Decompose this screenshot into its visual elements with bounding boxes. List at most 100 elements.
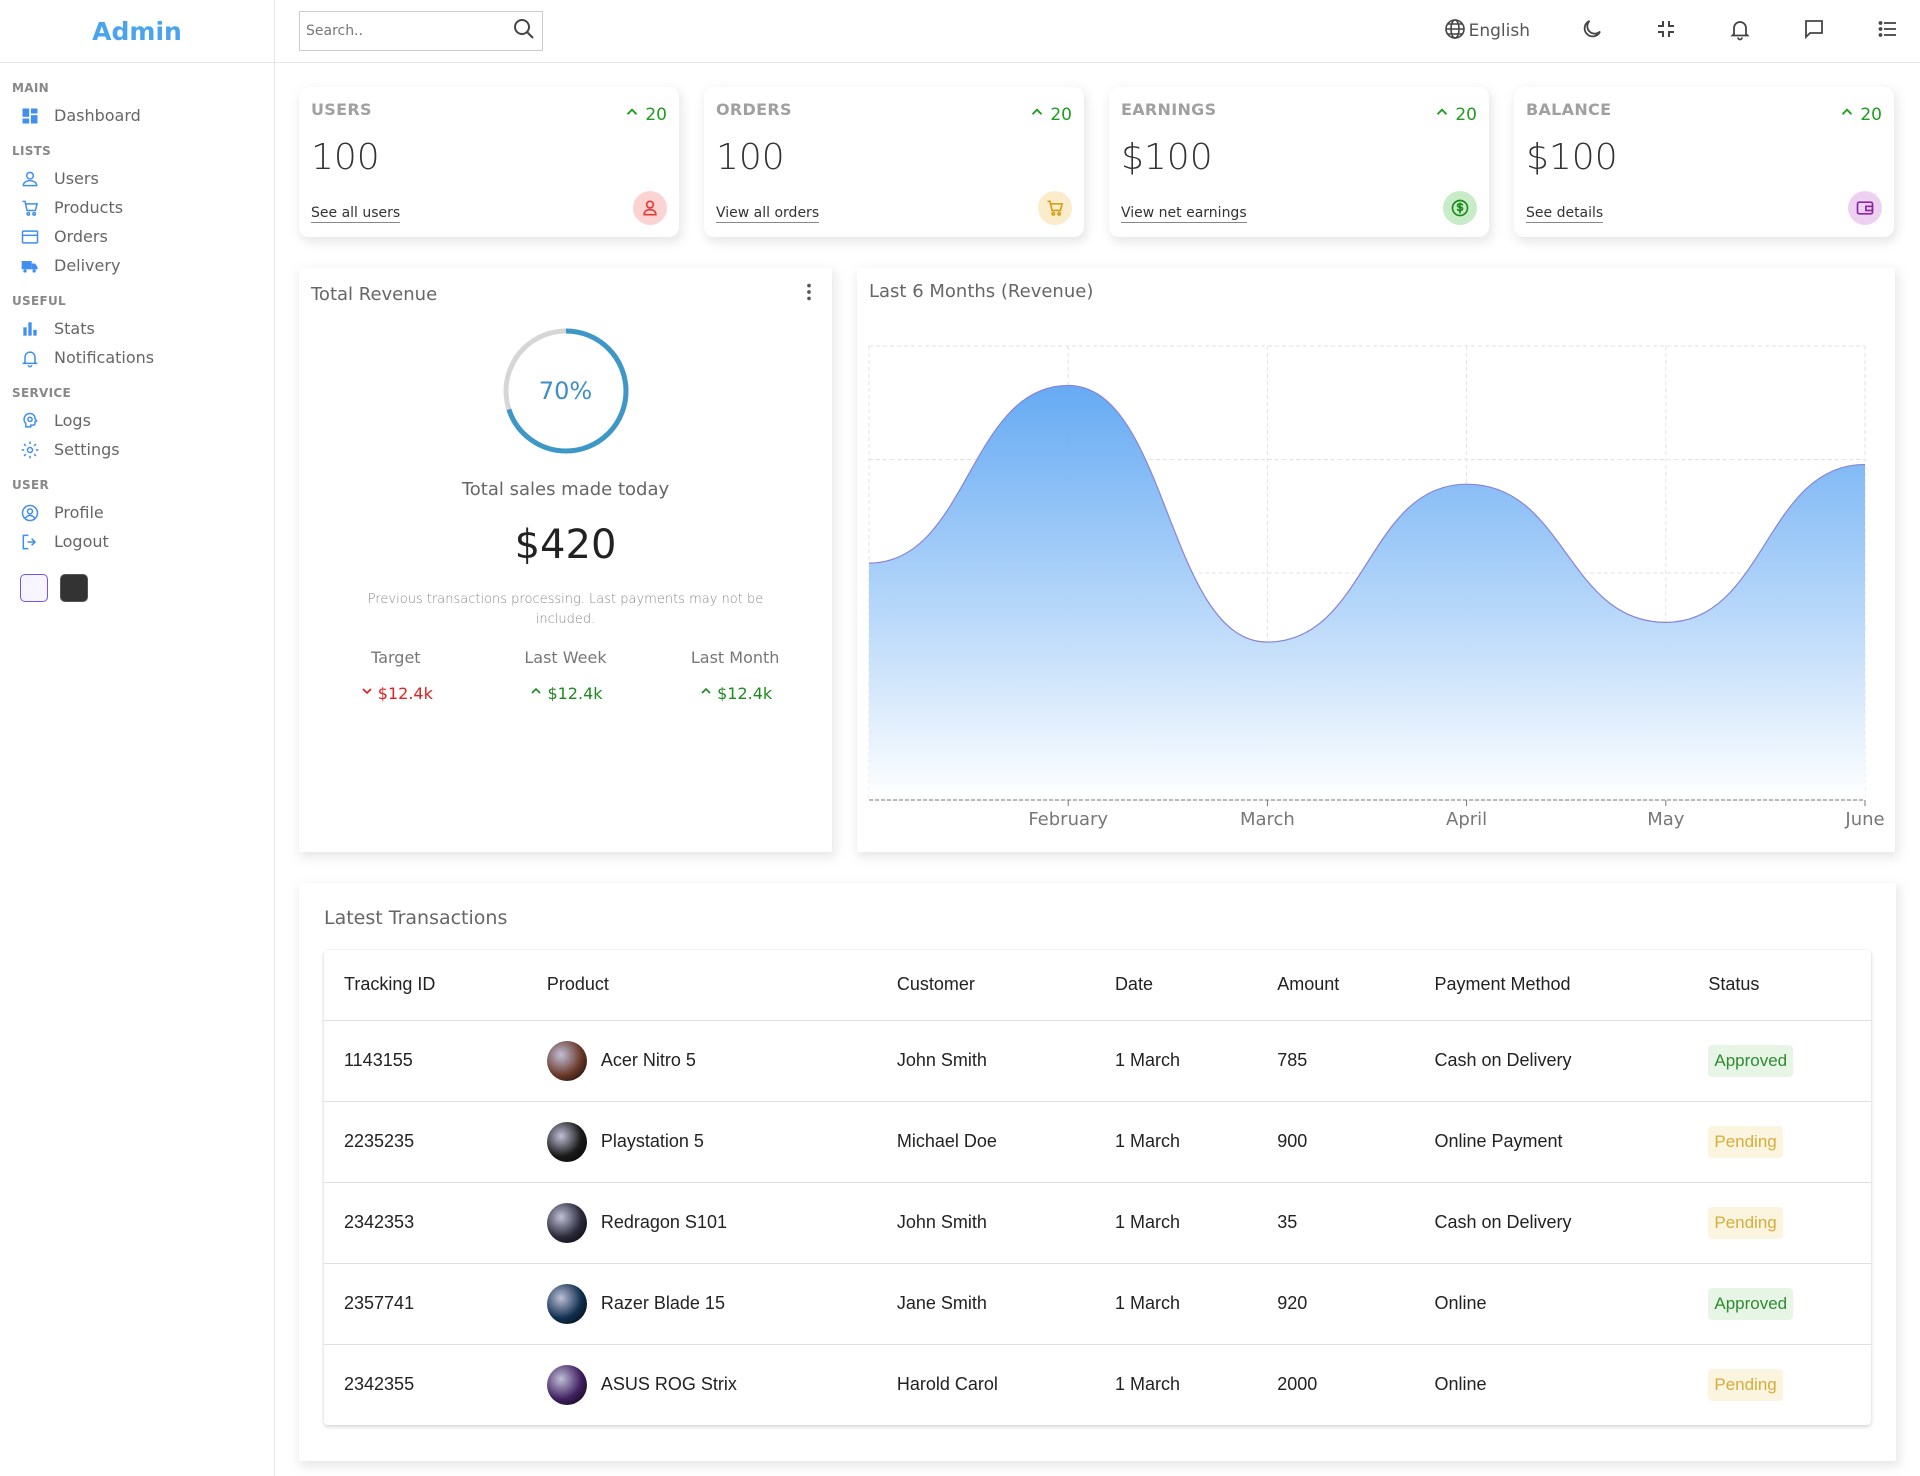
product-thumbnail (546, 1202, 587, 1243)
dark-theme-swatch[interactable] (60, 574, 88, 602)
fullscreen-exit-icon (1654, 17, 1678, 46)
widget-count: 100 (311, 137, 380, 178)
cell-date: 1 March (1094, 1182, 1258, 1264)
widget-link[interactable]: View net earnings (1121, 205, 1247, 223)
cell-customer: John Smith (876, 1020, 1095, 1102)
sidebar-item-users[interactable]: Users (12, 164, 274, 193)
product-name: Razer Blade 15 (600, 1293, 725, 1313)
cell-amount: 35 (1257, 1182, 1415, 1264)
table-row[interactable]: 1143155 Acer Nitro 5 John Smith 1 March … (324, 1020, 1871, 1102)
moon-icon (1580, 17, 1604, 46)
chevron-up-icon (623, 103, 645, 126)
search-icon[interactable] (512, 17, 536, 45)
search-input[interactable] (306, 23, 512, 39)
widget-pct-value: 20 (1860, 104, 1882, 125)
featured-amount: $420 (514, 522, 617, 568)
fullscreen-exit-button[interactable] (1654, 17, 1678, 46)
card-icon (20, 227, 40, 247)
cell-date: 1 March (1114, 1374, 1180, 1395)
widget-balance: BALANCE $100 See details 20 (1514, 87, 1894, 237)
settings-icon (20, 440, 40, 460)
chevron-up-icon (1433, 103, 1455, 126)
product-thumbnail (546, 1121, 587, 1162)
widget-users: USERS 100 See all users 20 (299, 87, 679, 237)
list-menu-button[interactable] (1876, 17, 1900, 46)
table-row[interactable]: 2342353 Redragon S101 John Smith 1 March… (324, 1182, 1871, 1264)
section-title-lists: LISTS (12, 144, 52, 158)
bar-chart-icon (20, 319, 40, 339)
chevron-up-icon (1028, 103, 1050, 126)
sidebar-item-label: Delivery (54, 256, 121, 275)
cell-amount: 920 (1257, 1263, 1415, 1345)
notifications-button[interactable] (1728, 17, 1752, 46)
dashboard-icon (20, 106, 40, 126)
sidebar-item-notifications[interactable]: Notifications (12, 343, 274, 372)
sidebar-item-products[interactable]: Products (12, 193, 274, 222)
column-header-amount[interactable]: Amount (1257, 950, 1415, 1021)
table-header-row: Tracking ID Product Customer Date Amount Paym… (324, 950, 1871, 1021)
widgets-row: USERS 100 See all users 20 ORDERS 100 Vi… (299, 87, 1896, 237)
widget-title: EARNINGS (1121, 100, 1217, 119)
widget-title: ORDERS (716, 100, 792, 119)
widget-orders: ORDERS 100 View all orders 20 (704, 87, 1084, 237)
messages-button[interactable] (1802, 17, 1826, 46)
theme-swatches (20, 574, 274, 602)
cell-date: 1 March (1094, 1101, 1258, 1183)
sidebar-item-settings[interactable]: Settings (12, 435, 274, 464)
light-theme-swatch[interactable] (20, 574, 48, 602)
sidebar-item-profile[interactable]: Profile (12, 498, 274, 527)
column-header-product[interactable]: Product (526, 950, 877, 1021)
more-vert-icon[interactable] (798, 281, 820, 307)
sidebar-item-orders[interactable]: Orders (12, 222, 274, 251)
widget-percentage: 20 (1838, 103, 1882, 126)
featured-description: Previous transactions processing. Last p… (367, 592, 764, 627)
person-icon (633, 191, 667, 225)
product-name: Acer Nitro 5 (600, 1050, 696, 1070)
widget-link[interactable]: See all users (311, 205, 401, 223)
transactions-title: Latest Transactions (324, 907, 508, 929)
language-selector[interactable]: English (1441, 17, 1530, 46)
status-badge: Approved (1708, 1287, 1794, 1320)
column-header-tracking-id[interactable]: Tracking ID (324, 950, 527, 1021)
globe-icon (1443, 17, 1467, 46)
sidebar: Admin MAIN Dashboard LISTS Users Products Ord… (0, 0, 275, 1476)
content: USERS 100 See all users 20 ORDERS 100 Vi… (275, 63, 1920, 1461)
widget-title: USERS (311, 100, 372, 119)
status-badge: Approved (1708, 1044, 1794, 1077)
cart-icon (20, 198, 40, 218)
cell-amount: 2000 (1277, 1374, 1318, 1395)
search-box (299, 11, 543, 51)
sidebar-item-logout[interactable]: Logout (12, 527, 274, 556)
sidebar-item-label: Orders (54, 227, 108, 246)
transactions-table-wrap: Tracking ID Product Customer Date Amount Paym… (324, 950, 1871, 1425)
sidebar-item-dashboard[interactable]: Dashboard (12, 101, 274, 130)
sidebar-item-logs[interactable]: Logs (12, 406, 274, 435)
x-tick-label-february: February (1028, 809, 1108, 830)
cell-amount: 785 (1257, 1020, 1415, 1102)
column-header-status[interactable]: Status (1688, 950, 1871, 1021)
widget-earnings: EARNINGS $100 View net earnings 20 (1109, 87, 1489, 237)
dark-mode-toggle[interactable] (1580, 17, 1604, 46)
column-header-date[interactable]: Date (1094, 950, 1258, 1021)
column-header-payment-method[interactable]: Payment Method (1414, 950, 1689, 1021)
widget-link[interactable]: See details (1526, 205, 1604, 223)
user-icon (20, 169, 40, 189)
summary-item-last-week: Last Week $12.4k (485, 648, 645, 703)
table-row[interactable]: 2235235 Playstation 5 Michael Doe 1 Marc… (324, 1101, 1871, 1183)
cell-status: Pending (1688, 1101, 1871, 1183)
logo-area: Admin (0, 0, 274, 63)
section-title-useful: USEFUL (12, 294, 66, 308)
table-row[interactable]: 2342355 ASUS ROG Strix Harold Carol 1 Ma… (324, 1344, 1871, 1425)
featured-title: Total Revenue (311, 283, 438, 305)
sidebar-item-stats[interactable]: Stats (12, 314, 274, 343)
status-badge: Pending (1708, 1125, 1783, 1158)
column-header-customer[interactable]: Customer (876, 950, 1095, 1021)
wallet-icon (1848, 191, 1882, 225)
product-name: Playstation 5 (600, 1131, 704, 1151)
sidebar-item-delivery[interactable]: Delivery (12, 251, 274, 280)
table-row[interactable]: 2357741 Razer Blade 15 Jane Smith 1 Marc… (324, 1263, 1871, 1345)
widget-pct-value: 20 (1050, 104, 1072, 125)
progress-ring: 70% (500, 325, 632, 457)
app-logo[interactable]: Admin (92, 16, 182, 46)
widget-link[interactable]: View all orders (716, 205, 820, 223)
